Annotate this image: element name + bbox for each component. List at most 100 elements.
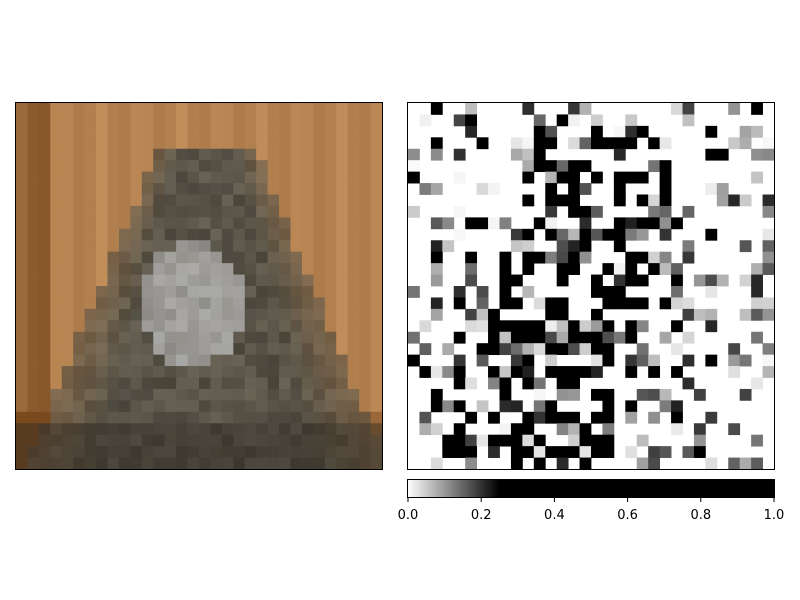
image-pixel — [279, 400, 291, 413]
heatmap-cell — [476, 183, 489, 195]
heatmap-cell — [636, 251, 649, 264]
heatmap-cell — [648, 137, 661, 150]
image-pixel — [130, 377, 143, 390]
image-pixel — [210, 103, 223, 115]
image-pixel — [221, 457, 234, 470]
image-pixel — [233, 320, 246, 333]
image-pixel — [176, 457, 188, 470]
heatmap-cell — [408, 205, 420, 218]
image-pixel — [38, 194, 51, 207]
heatmap-cell — [728, 343, 741, 356]
image-pixel — [118, 274, 131, 287]
image-pixel — [153, 377, 166, 390]
image-pixel — [96, 148, 108, 161]
heatmap-cell — [751, 103, 763, 115]
heatmap-cell — [556, 251, 569, 264]
image-pixel — [359, 331, 371, 344]
image-pixel — [73, 320, 86, 333]
image-pixel — [38, 434, 51, 447]
image-pixel — [38, 228, 51, 241]
image-pixel — [370, 286, 383, 298]
image-pixel — [176, 103, 188, 115]
image-pixel — [73, 274, 86, 287]
heatmap-cell — [591, 308, 603, 321]
image-pixel — [176, 251, 188, 264]
image-pixel — [141, 274, 154, 287]
image-pixel — [61, 354, 74, 367]
image-pixel — [290, 160, 303, 173]
image-pixel — [73, 400, 86, 413]
heatmap-cell — [453, 297, 466, 310]
image-pixel — [16, 297, 28, 310]
image-pixel — [187, 457, 200, 470]
image-pixel — [301, 446, 314, 458]
image-pixel — [359, 263, 371, 275]
colorbar-tick-label: 0.8 — [690, 508, 711, 523]
image-pixel — [96, 251, 108, 264]
image-pixel — [347, 457, 360, 470]
image-pixel — [221, 160, 234, 173]
image-pixel — [279, 171, 291, 184]
image-pixel — [301, 377, 314, 390]
heatmap-cell — [591, 228, 603, 241]
heatmap-cell — [476, 137, 489, 150]
image-pixel — [347, 388, 360, 401]
image-pixel — [256, 137, 269, 150]
image-pixel — [118, 148, 131, 161]
heatmap-cell — [430, 297, 443, 310]
image-pixel — [73, 388, 86, 401]
image-pixel — [107, 114, 120, 127]
heatmap-cell — [488, 446, 500, 458]
heatmap-cell — [636, 125, 649, 138]
image-pixel — [50, 446, 63, 458]
heatmap-cell — [476, 354, 489, 367]
image-pixel — [313, 320, 326, 333]
image-pixel — [336, 411, 349, 424]
image-pixel — [164, 388, 177, 401]
image-pixel — [199, 297, 211, 310]
image-pixel — [199, 400, 211, 413]
image-pixel — [27, 274, 40, 287]
image-pixel — [244, 354, 257, 367]
image-pixel — [359, 251, 371, 264]
image-pixel — [336, 457, 349, 470]
image-pixel — [130, 297, 143, 310]
image-pixel — [290, 388, 303, 401]
image-pixel — [153, 457, 166, 470]
image-pixel — [16, 308, 28, 321]
image-pixel — [313, 148, 326, 161]
image-pixel — [96, 366, 108, 378]
heatmap-cell — [705, 411, 718, 424]
heatmap-cell — [625, 320, 638, 333]
image-pixel — [324, 320, 337, 333]
heatmap-cell — [579, 320, 592, 333]
image-pixel — [370, 308, 383, 321]
image-pixel — [336, 114, 349, 127]
image-pixel — [164, 320, 177, 333]
image-pixel — [187, 160, 200, 173]
image-pixel — [84, 320, 97, 333]
heatmap-cell — [453, 400, 466, 413]
image-pixel — [199, 251, 211, 264]
image-pixel — [313, 228, 326, 241]
heatmap-cell — [533, 160, 546, 173]
image-pixel — [336, 125, 349, 138]
heatmap-cell — [579, 457, 592, 470]
image-pixel — [336, 320, 349, 333]
image-pixel — [256, 251, 269, 264]
heatmap-cell — [522, 194, 535, 207]
image-pixel — [359, 366, 371, 378]
image-pixel — [50, 183, 63, 195]
image-pixel — [233, 297, 246, 310]
image-pixel — [176, 125, 188, 138]
heatmap-cell — [579, 343, 592, 356]
image-pixel — [73, 125, 86, 138]
image-pixel — [267, 228, 280, 241]
image-pixel — [164, 263, 177, 275]
image-pixel — [301, 308, 314, 321]
image-pixel — [267, 103, 280, 115]
image-pixel — [221, 446, 234, 458]
heatmap-cell — [625, 297, 638, 310]
image-pixel — [199, 148, 211, 161]
image-pixel — [61, 148, 74, 161]
